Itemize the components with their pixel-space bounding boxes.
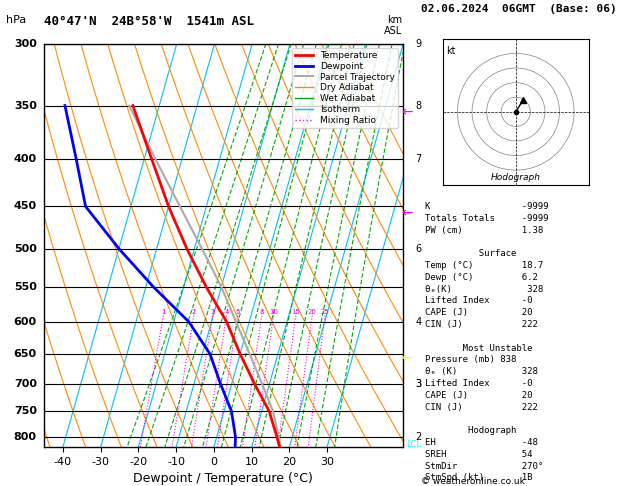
Text: 15: 15 [291, 309, 301, 315]
Text: 600: 600 [14, 317, 37, 327]
Text: Hodograph: Hodograph [491, 173, 541, 182]
Text: 40°47'N  24B°58'W  1541m ASL: 40°47'N 24B°58'W 1541m ASL [44, 15, 254, 28]
Text: 400: 400 [14, 154, 37, 164]
X-axis label: Dewpoint / Temperature (°C): Dewpoint / Temperature (°C) [133, 472, 313, 486]
Text: 5: 5 [235, 309, 240, 315]
Text: 9: 9 [415, 39, 421, 49]
Text: 3: 3 [415, 379, 421, 389]
Text: 4: 4 [225, 309, 229, 315]
Text: 350: 350 [14, 101, 37, 111]
Text: 550: 550 [14, 282, 37, 292]
Text: 25: 25 [321, 309, 330, 315]
Text: 1: 1 [161, 309, 165, 315]
Text: 2: 2 [415, 432, 421, 442]
Text: 300: 300 [14, 39, 37, 49]
Text: 4: 4 [415, 317, 421, 327]
Text: 3: 3 [211, 309, 215, 315]
Text: 800: 800 [14, 432, 37, 442]
Text: 450: 450 [14, 201, 37, 211]
Text: hPa: hPa [6, 15, 26, 25]
Text: km
ASL: km ASL [384, 15, 403, 36]
Text: kt: kt [446, 46, 455, 56]
Text: 700: 700 [14, 379, 37, 389]
Text: 3: 3 [415, 379, 421, 389]
Text: K                 -9999
Totals Totals     -9999
PW (cm)           1.38

        : K -9999 Totals Totals -9999 PW (cm) 1.38 [425, 202, 549, 483]
Text: 20: 20 [308, 309, 316, 315]
Text: © weatheronline.co.uk: © weatheronline.co.uk [421, 477, 525, 486]
Text: 10: 10 [269, 309, 278, 315]
Text: 650: 650 [14, 349, 37, 359]
Text: 8: 8 [260, 309, 264, 315]
Legend: Temperature, Dewpoint, Parcel Trajectory, Dry Adiabat, Wet Adiabat, Isotherm, Mi: Temperature, Dewpoint, Parcel Trajectory… [292, 48, 398, 127]
Text: 6: 6 [415, 243, 421, 254]
Text: ←: ← [401, 351, 413, 365]
Text: 2: 2 [192, 309, 196, 315]
Text: LCL: LCL [406, 440, 421, 449]
Text: 8: 8 [415, 101, 421, 111]
Text: ←: ← [401, 206, 413, 220]
Text: ←: ← [401, 105, 413, 120]
Text: 02.06.2024  06GMT  (Base: 06): 02.06.2024 06GMT (Base: 06) [421, 4, 617, 14]
Text: 750: 750 [14, 406, 37, 417]
Text: 500: 500 [14, 243, 37, 254]
Text: 7: 7 [415, 154, 421, 164]
